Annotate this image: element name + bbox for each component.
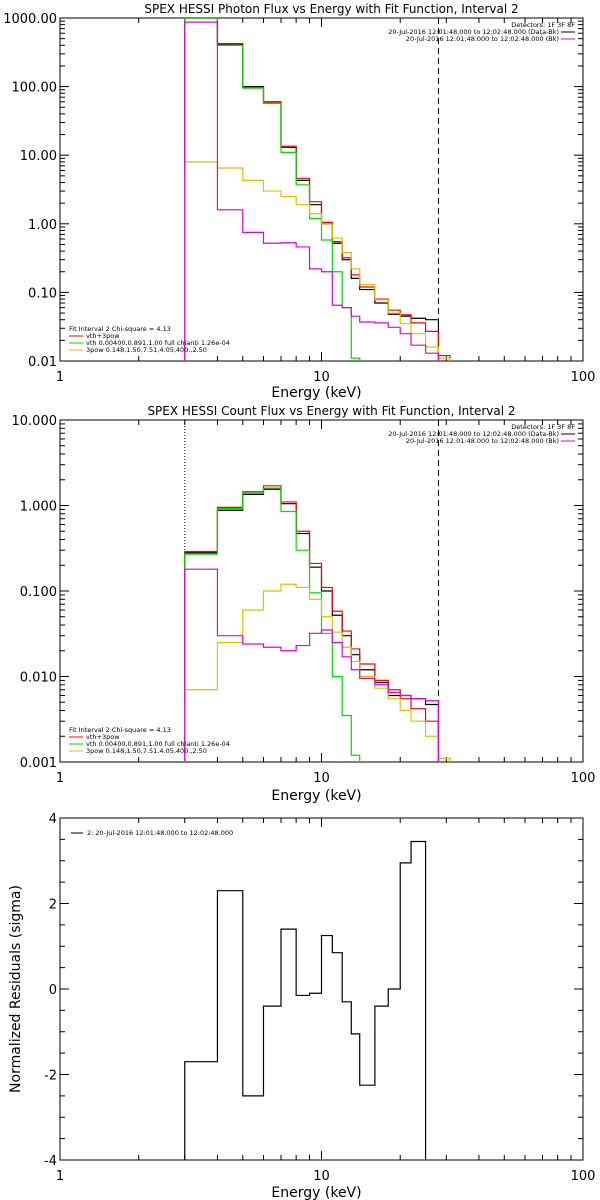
y-tick-label: 0.10 <box>28 286 57 301</box>
series-group <box>184 840 427 1160</box>
x-tick-label: 100 <box>571 370 596 385</box>
series-line-magenta <box>184 21 440 361</box>
fit-legend-text: Fit Interval 2 Chi-square = 4.13 <box>69 325 171 333</box>
y-tick-label: 4 <box>49 812 57 827</box>
y-tick-label: 1.000 <box>20 500 57 515</box>
fit-legend-text: vth+3pow <box>86 332 120 340</box>
y-tick-label: -4 <box>44 1154 57 1169</box>
series-group <box>184 18 451 361</box>
y-tick-label: 0.001 <box>20 756 57 771</box>
series-line-magenta <box>184 568 440 762</box>
series-line-black <box>184 18 440 361</box>
y-tick-label: 2 <box>49 898 57 913</box>
y-tick-label: 10.000 <box>12 414 58 429</box>
info-text: 20-Jul-2016 12:01:48.000 to 12:02:48.000… <box>388 28 559 36</box>
fit-legend-text: vth+3pow <box>86 733 120 741</box>
series-group <box>184 485 451 762</box>
info-text: 20-Jul-2016 12:01:48.000 to 12:02:48.000… <box>406 437 559 445</box>
chart-title: SPEX HESSI Photon Flux vs Energy with Fi… <box>144 2 518 16</box>
x-tick-label: 1 <box>56 1169 64 1184</box>
y-tick-label: 0.01 <box>28 355 57 370</box>
chart-panel-1: 1 10 100 0.01 0.10 1.00 10.00 100.00 1000.00 SPEX… <box>3 2 595 401</box>
y-tick-label: 0.010 <box>20 671 57 686</box>
x-tick-label: 1 <box>56 771 64 786</box>
fit-legend-text: vth 0.00400,0.891,1.00 full chianti 1.26… <box>86 740 230 748</box>
fit-legend-text: 3pow 0.148,1.50,7.51,4.05,400.,2.50 <box>86 747 207 755</box>
chart-panel-3: 1 10 100 -4 -2 0 2 4 Energy (keV) Normalized Resi… <box>8 812 595 1200</box>
info-text: Detectors: 1F 3F 8F <box>511 21 575 29</box>
info-text: 20-Jul-2016 12:01:48.000 to 12:02:48.000… <box>406 35 559 43</box>
series-line-green <box>184 487 361 762</box>
x-axis-label: Energy (keV) <box>271 385 361 401</box>
series-line-black <box>184 840 427 1160</box>
chart-title: SPEX HESSI Count Flux vs Energy with Fit… <box>147 404 515 418</box>
x-axis-label: Energy (keV) <box>271 788 361 804</box>
series-line-red <box>184 18 451 361</box>
y-tick-label: 0 <box>49 983 57 998</box>
y-tick-label: 100.00 <box>12 81 58 96</box>
fit-legend-text: Fit Interval 2 Chi-square = 4.13 <box>69 726 171 734</box>
fit-legend-text: vth 0.00400,0.891,1.00 full chianti 1.26… <box>86 339 230 347</box>
series-line-yellow <box>184 583 451 762</box>
series-line-red <box>184 485 451 762</box>
x-tick-label: 1 <box>56 370 64 385</box>
y-tick-label: 0.100 <box>20 585 57 600</box>
series-line-black <box>184 488 440 762</box>
y-tick-label: 10.00 <box>20 149 57 164</box>
fit-legend-text: 3pow 0.148,1.50,7.51,4.05,400.,2.50 <box>86 346 207 354</box>
residual-legend-text: 2: 20-Jul-2016 12:01:48.000 to 12:02:48.… <box>87 829 233 837</box>
x-tick-label: 10 <box>313 1169 330 1184</box>
y-tick-label: 1.00 <box>28 218 57 233</box>
x-tick-label: 10 <box>313 370 330 385</box>
info-text: 20-Jul-2016 12:01:48.000 to 12:02:48.000… <box>388 430 559 438</box>
y-tick-label: -2 <box>44 1069 57 1084</box>
x-tick-label: 100 <box>571 771 596 786</box>
y-axis-label: Normalized Residuals (sigma) <box>8 885 24 1093</box>
series-line-green <box>184 18 361 361</box>
x-tick-label: 10 <box>313 771 330 786</box>
series-line-yellow <box>184 161 451 361</box>
x-axis-label: Energy (keV) <box>271 1185 361 1200</box>
y-tick-label: 1000.00 <box>3 12 57 27</box>
chart-panel-2: 1 10 100 0.001 0.010 0.100 1.000 10.000 SPEX HES… <box>12 404 596 804</box>
info-text: Detectors: 1F 3F 8F <box>511 423 575 431</box>
x-tick-label: 100 <box>571 1169 596 1184</box>
plot-frame <box>59 17 584 362</box>
